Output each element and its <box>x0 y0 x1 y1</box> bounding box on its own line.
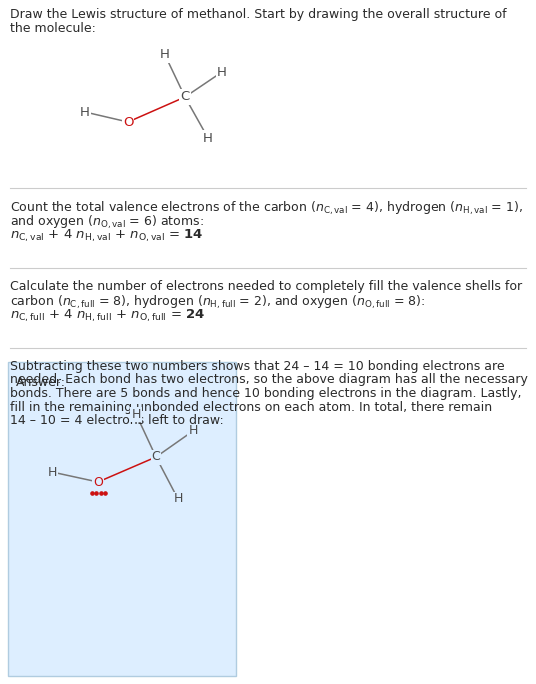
Text: needed. Each bond has two electrons, so the above diagram has all the necessary: needed. Each bond has two electrons, so … <box>10 373 528 386</box>
Text: bonds. There are 5 bonds and hence 10 bonding electrons in the diagram. Lastly,: bonds. There are 5 bonds and hence 10 bo… <box>10 387 522 400</box>
Text: Calculate the number of electrons needed to completely fill the valence shells f: Calculate the number of electrons needed… <box>10 280 522 293</box>
FancyBboxPatch shape <box>8 362 236 676</box>
Text: Subtracting these two numbers shows that 24 – 14 = 10 bonding electrons are: Subtracting these two numbers shows that… <box>10 360 504 373</box>
Text: and oxygen ($n_{\mathrm{O,val}}$ = 6) atoms:: and oxygen ($n_{\mathrm{O,val}}$ = 6) at… <box>10 213 204 231</box>
Text: H: H <box>188 425 198 438</box>
Text: $n_{\mathrm{C,full}}$ + 4 $n_{\mathrm{H,full}}$ + $n_{\mathrm{O,full}}$ = $\math: $n_{\mathrm{C,full}}$ + 4 $n_{\mathrm{H,… <box>10 308 205 324</box>
Text: H: H <box>217 66 227 79</box>
Text: H: H <box>80 105 90 118</box>
Text: C: C <box>181 90 190 103</box>
Text: Count the total valence electrons of the carbon ($n_{\mathrm{C,val}}$ = 4), hydr: Count the total valence electrons of the… <box>10 200 523 218</box>
Text: fill in the remaining unbonded electrons on each atom. In total, there remain: fill in the remaining unbonded electrons… <box>10 401 492 414</box>
Text: H: H <box>47 466 57 479</box>
Text: H: H <box>131 408 140 421</box>
Text: 14 – 10 = 4 electrons left to draw:: 14 – 10 = 4 electrons left to draw: <box>10 414 224 427</box>
Text: H: H <box>160 49 170 62</box>
Text: $n_{\mathrm{C,val}}$ + 4 $n_{\mathrm{H,val}}$ + $n_{\mathrm{O,val}}$ = $\mathbf{: $n_{\mathrm{C,val}}$ + 4 $n_{\mathrm{H,v… <box>10 228 204 244</box>
Text: O: O <box>93 475 103 488</box>
Text: C: C <box>152 451 160 464</box>
Text: O: O <box>123 116 133 129</box>
Text: Draw the Lewis structure of methanol. Start by drawing the overall structure of: Draw the Lewis structure of methanol. St… <box>10 8 507 21</box>
Text: H: H <box>203 131 213 144</box>
Text: H: H <box>173 492 183 505</box>
Text: the molecule:: the molecule: <box>10 21 96 34</box>
Text: carbon ($n_{\mathrm{C,full}}$ = 8), hydrogen ($n_{\mathrm{H,full}}$ = 2), and ox: carbon ($n_{\mathrm{C,full}}$ = 8), hydr… <box>10 293 426 311</box>
Text: Answer:: Answer: <box>16 376 66 389</box>
